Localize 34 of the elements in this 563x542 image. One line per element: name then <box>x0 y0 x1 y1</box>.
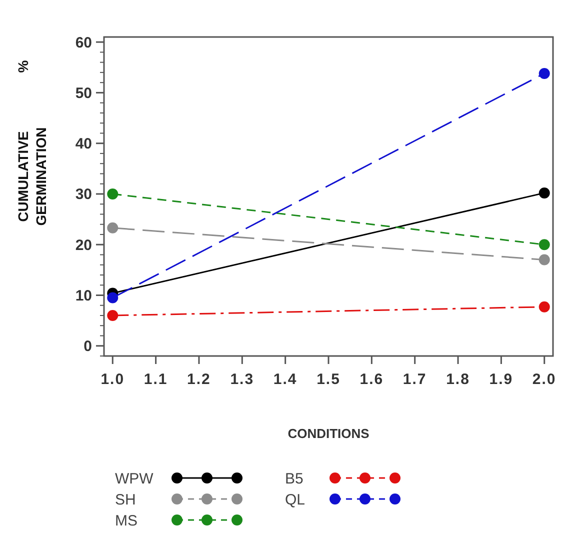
x-tick-label: 1.3 <box>230 371 254 388</box>
point <box>107 292 118 304</box>
y-tick-label: 40 <box>75 136 92 153</box>
x-tick-label: 1.2 <box>187 371 211 388</box>
point <box>538 254 550 266</box>
legend-label: MS <box>115 512 138 530</box>
point <box>107 310 118 321</box>
legend-label: WPW <box>115 470 154 488</box>
x-tick-label: 1.1 <box>144 371 168 388</box>
x-tick-label: 1.9 <box>489 371 514 388</box>
y-tick-label: 0 <box>84 338 92 356</box>
x-tick-label: 1.8 <box>446 371 470 388</box>
y-tick-label: 20 <box>75 236 92 254</box>
x-tick-label: 1.0 <box>100 371 125 388</box>
y-tick-label: 10 <box>75 287 92 304</box>
x-tick-label: 1.5 <box>316 371 340 388</box>
point <box>538 239 550 250</box>
y-tick-label: 30 <box>75 186 92 204</box>
legend-label: QL <box>285 491 306 508</box>
point <box>538 301 550 312</box>
legend-label: B5 <box>285 470 304 488</box>
x-tick-label: 1.6 <box>360 371 384 388</box>
point <box>538 68 550 79</box>
text: CUMULATIVE GERMINATION % <box>15 60 49 226</box>
point <box>107 222 118 234</box>
point <box>538 187 550 198</box>
y-tick-label: 60 <box>75 34 92 52</box>
x-tick-label: 2.0 <box>532 371 556 388</box>
x-axis-title: CONDITIONS <box>288 426 370 441</box>
y-tick-label: 50 <box>75 84 92 102</box>
point <box>107 188 118 200</box>
legend-label: SH <box>115 491 136 508</box>
x-tick-label: 1.4 <box>273 371 298 388</box>
x-tick-label: 1.7 <box>402 371 427 388</box>
